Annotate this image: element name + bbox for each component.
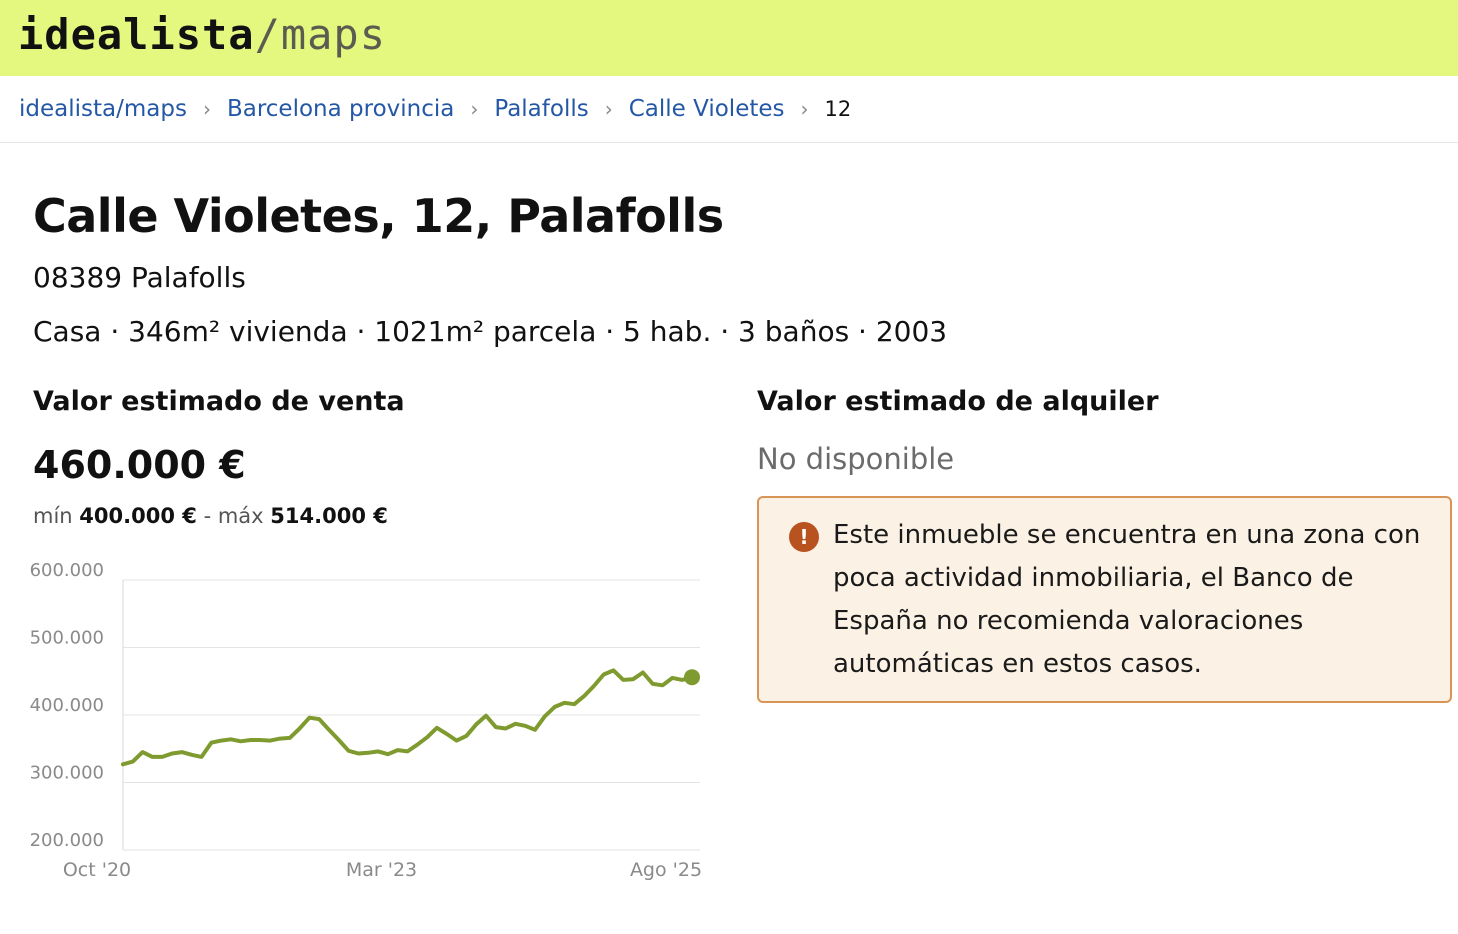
breadcrumb-link-town[interactable]: Palafolls (494, 96, 589, 122)
chevron-right-icon: › (800, 97, 809, 121)
min-value: 400.000 € (79, 504, 197, 528)
breadcrumb-link-idealista-maps[interactable]: idealista/maps (19, 96, 187, 122)
low-activity-alert: ! Este inmueble se encuentra en una zona… (757, 496, 1452, 703)
logo-brand: idealista (18, 10, 255, 59)
breadcrumb-link-street[interactable]: Calle Violetes (628, 96, 785, 122)
sale-price-history-chart: 600.000 500.000 400.000 300.000 200.000 Oct '… (30, 560, 703, 881)
x-tick-label: Ago '25 (630, 859, 702, 881)
y-tick-label: 500.000 (30, 628, 104, 649)
price-series-line (121, 668, 694, 767)
rent-value-heading: Valor estimado de alquiler (757, 386, 1159, 417)
breadcrumb-link-province[interactable]: Barcelona provincia (226, 96, 455, 122)
max-label: máx (217, 504, 264, 528)
property-features: Casa · 346m² vivienda · 1021m² parcela ·… (33, 315, 948, 348)
chevron-right-icon: › (470, 97, 479, 121)
alert-text: Este inmueble se encuentra en una zona c… (833, 520, 1421, 679)
logo-sub: /maps (254, 10, 387, 59)
postal-address: 08389 Palafolls (33, 261, 246, 294)
last-value-point (684, 669, 700, 686)
rent-value: No disponible (757, 442, 955, 476)
x-tick-label: Mar '23 (346, 859, 417, 881)
chevron-right-icon: › (202, 97, 211, 121)
y-tick-label: 300.000 (30, 763, 104, 784)
chevron-right-icon: › (604, 97, 613, 121)
breadcrumb-current: 12 (824, 97, 852, 121)
y-tick-label: 400.000 (30, 695, 104, 716)
y-tick-label: 600.000 (30, 560, 104, 581)
exclamation-icon: ! (789, 522, 819, 552)
sale-value-heading: Valor estimado de venta (33, 386, 405, 417)
x-tick-label: Oct '20 (63, 859, 131, 881)
breadcrumb: idealista/maps › Barcelona provincia › P… (0, 76, 1458, 143)
range-separator: - (203, 504, 212, 528)
max-value: 514.000 € (270, 504, 388, 528)
y-tick-label: 200.000 (30, 830, 104, 851)
min-label: mín (33, 504, 73, 528)
top-bar: idealista/maps (0, 0, 1458, 76)
sale-price: 460.000 € (33, 443, 246, 487)
page-title: Calle Violetes, 12, Palafolls (33, 189, 724, 243)
idealista-maps-logo[interactable]: idealista/maps (18, 10, 386, 60)
sale-price-range: mín 400.000 € - máx 514.000 € (33, 502, 388, 530)
